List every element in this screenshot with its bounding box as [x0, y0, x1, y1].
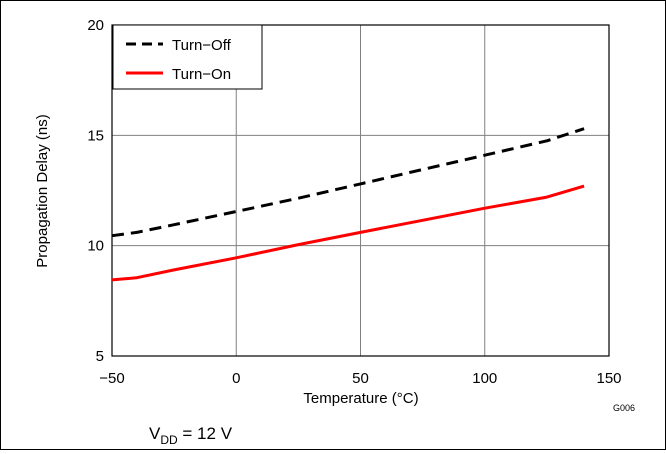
x-tick-label: 150 — [596, 370, 621, 387]
y-tick-label: 20 — [87, 17, 104, 34]
figure-code: G006 — [613, 403, 635, 413]
y-tick-label: 5 — [96, 348, 104, 365]
x-tick-label: 100 — [472, 370, 497, 387]
series-line-turn-on — [111, 184, 585, 282]
tick-labels: −50 0 50 100 150 5 10 15 20 — [87, 17, 621, 387]
legend: Turn−Off Turn−On — [112, 24, 263, 90]
x-axis-label: Temperature (°C) — [303, 390, 418, 407]
x-tick-label: −50 — [99, 370, 124, 387]
legend-label-turn-off: Turn−Off — [172, 37, 232, 54]
legend-box — [112, 24, 263, 90]
x-tick-label: 0 — [232, 370, 240, 387]
y-tick-label: 10 — [87, 238, 104, 255]
series-line-turn-off — [111, 127, 585, 238]
x-tick-label: 50 — [352, 370, 369, 387]
condition-subscript: DD — [160, 433, 178, 447]
grid-lines — [112, 25, 609, 356]
condition-label: VDD = 12 V — [149, 424, 233, 447]
y-tick-label: 15 — [87, 127, 104, 144]
condition-main: V — [149, 424, 161, 443]
condition-rest: = 12 V — [178, 424, 233, 443]
y-axis-label: Propagation Delay (ns) — [34, 114, 51, 267]
plot-area — [111, 24, 610, 357]
legend-label-turn-on: Turn−On — [172, 66, 231, 83]
series-layer — [111, 127, 585, 282]
